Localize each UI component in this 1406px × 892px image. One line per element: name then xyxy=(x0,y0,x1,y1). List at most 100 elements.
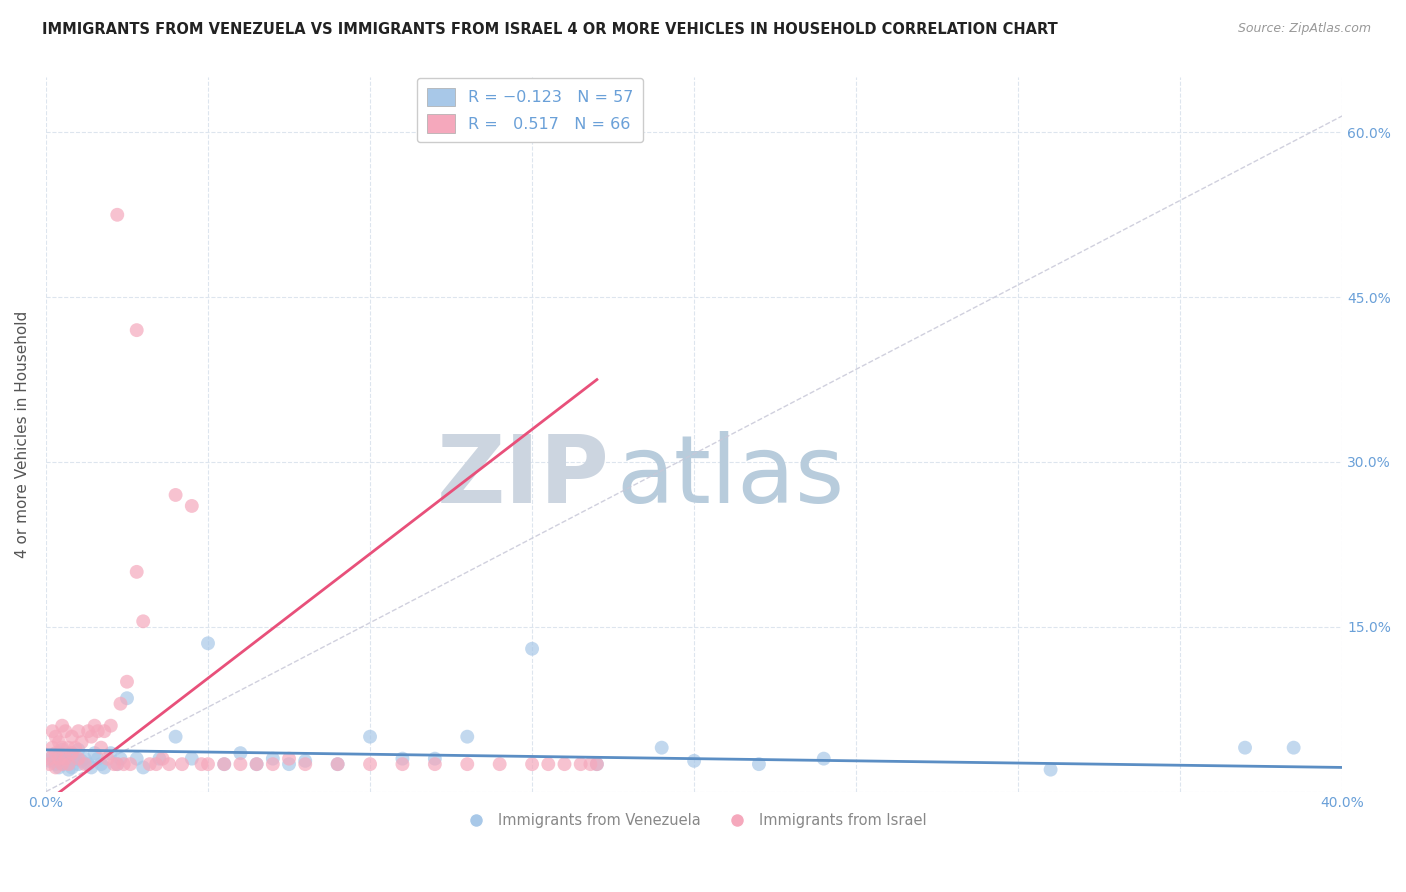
Point xyxy=(38,754,60,768)
Point xyxy=(58,757,80,772)
Point xyxy=(391,757,413,772)
Point xyxy=(125,323,148,337)
Point xyxy=(423,752,446,766)
Point xyxy=(77,757,100,772)
Point xyxy=(110,752,132,766)
Point xyxy=(48,752,70,766)
Point xyxy=(326,757,349,772)
Point xyxy=(148,752,170,766)
Point xyxy=(197,636,219,650)
Point xyxy=(391,752,413,766)
Text: IMMIGRANTS FROM VENEZUELA VS IMMIGRANTS FROM ISRAEL 4 OR MORE VEHICLES IN HOUSEH: IMMIGRANTS FROM VENEZUELA VS IMMIGRANTS … xyxy=(42,22,1057,37)
Point xyxy=(157,757,180,772)
Point xyxy=(100,746,122,760)
Point xyxy=(55,752,77,766)
Point xyxy=(537,757,560,772)
Point xyxy=(48,735,70,749)
Legend: Immigrants from Venezuela, Immigrants from Israel: Immigrants from Venezuela, Immigrants fr… xyxy=(456,807,932,834)
Point xyxy=(145,757,167,772)
Point xyxy=(586,757,609,772)
Point xyxy=(748,757,770,772)
Point xyxy=(651,740,673,755)
Point xyxy=(63,752,86,766)
Point xyxy=(55,754,77,768)
Point xyxy=(165,730,187,744)
Point xyxy=(67,724,90,739)
Point xyxy=(103,757,125,772)
Point xyxy=(77,724,100,739)
Point xyxy=(87,752,110,766)
Point xyxy=(51,757,73,772)
Point xyxy=(70,754,93,768)
Point xyxy=(51,719,73,733)
Point xyxy=(488,757,510,772)
Point xyxy=(172,757,194,772)
Point xyxy=(120,757,142,772)
Point xyxy=(80,730,103,744)
Point xyxy=(38,757,60,772)
Point xyxy=(229,757,252,772)
Point xyxy=(41,740,63,755)
Point xyxy=(45,730,67,744)
Point xyxy=(83,746,105,760)
Point xyxy=(90,740,112,755)
Point xyxy=(553,757,575,772)
Point xyxy=(112,757,135,772)
Point xyxy=(520,757,543,772)
Point xyxy=(60,746,83,760)
Text: atlas: atlas xyxy=(616,432,845,524)
Point xyxy=(152,752,174,766)
Text: Source: ZipAtlas.com: Source: ZipAtlas.com xyxy=(1237,22,1371,36)
Point xyxy=(294,757,316,772)
Point xyxy=(58,757,80,772)
Point xyxy=(93,724,115,739)
Point xyxy=(132,615,155,629)
Point xyxy=(197,757,219,772)
Point xyxy=(105,757,128,772)
Point xyxy=(569,757,592,772)
Point xyxy=(683,754,706,768)
Point xyxy=(520,641,543,656)
Point xyxy=(63,740,86,755)
Point xyxy=(456,757,478,772)
Point xyxy=(1039,763,1062,777)
Point xyxy=(100,719,122,733)
Point xyxy=(55,724,77,739)
Point xyxy=(212,757,235,772)
Point xyxy=(278,757,301,772)
Point xyxy=(138,757,160,772)
Point xyxy=(67,757,90,772)
Text: ZIP: ZIP xyxy=(437,432,610,524)
Point xyxy=(48,760,70,774)
Point xyxy=(262,752,284,766)
Point xyxy=(165,488,187,502)
Point xyxy=(48,746,70,760)
Point xyxy=(51,740,73,755)
Point xyxy=(115,691,138,706)
Point xyxy=(41,724,63,739)
Point xyxy=(359,730,381,744)
Point xyxy=(45,746,67,760)
Point xyxy=(48,754,70,768)
Point xyxy=(115,674,138,689)
Point xyxy=(246,757,269,772)
Point xyxy=(96,752,118,766)
Point xyxy=(58,763,80,777)
Point xyxy=(45,760,67,774)
Point xyxy=(83,719,105,733)
Point xyxy=(105,208,128,222)
Point xyxy=(586,757,609,772)
Point xyxy=(80,760,103,774)
Point xyxy=(1234,740,1257,755)
Point xyxy=(55,749,77,764)
Point xyxy=(60,730,83,744)
Point xyxy=(105,757,128,772)
Point xyxy=(45,757,67,772)
Y-axis label: 4 or more Vehicles in Household: 4 or more Vehicles in Household xyxy=(15,311,30,558)
Point xyxy=(813,752,835,766)
Point xyxy=(262,757,284,772)
Point xyxy=(180,499,202,513)
Point xyxy=(190,757,212,772)
Point xyxy=(359,757,381,772)
Point xyxy=(579,757,602,772)
